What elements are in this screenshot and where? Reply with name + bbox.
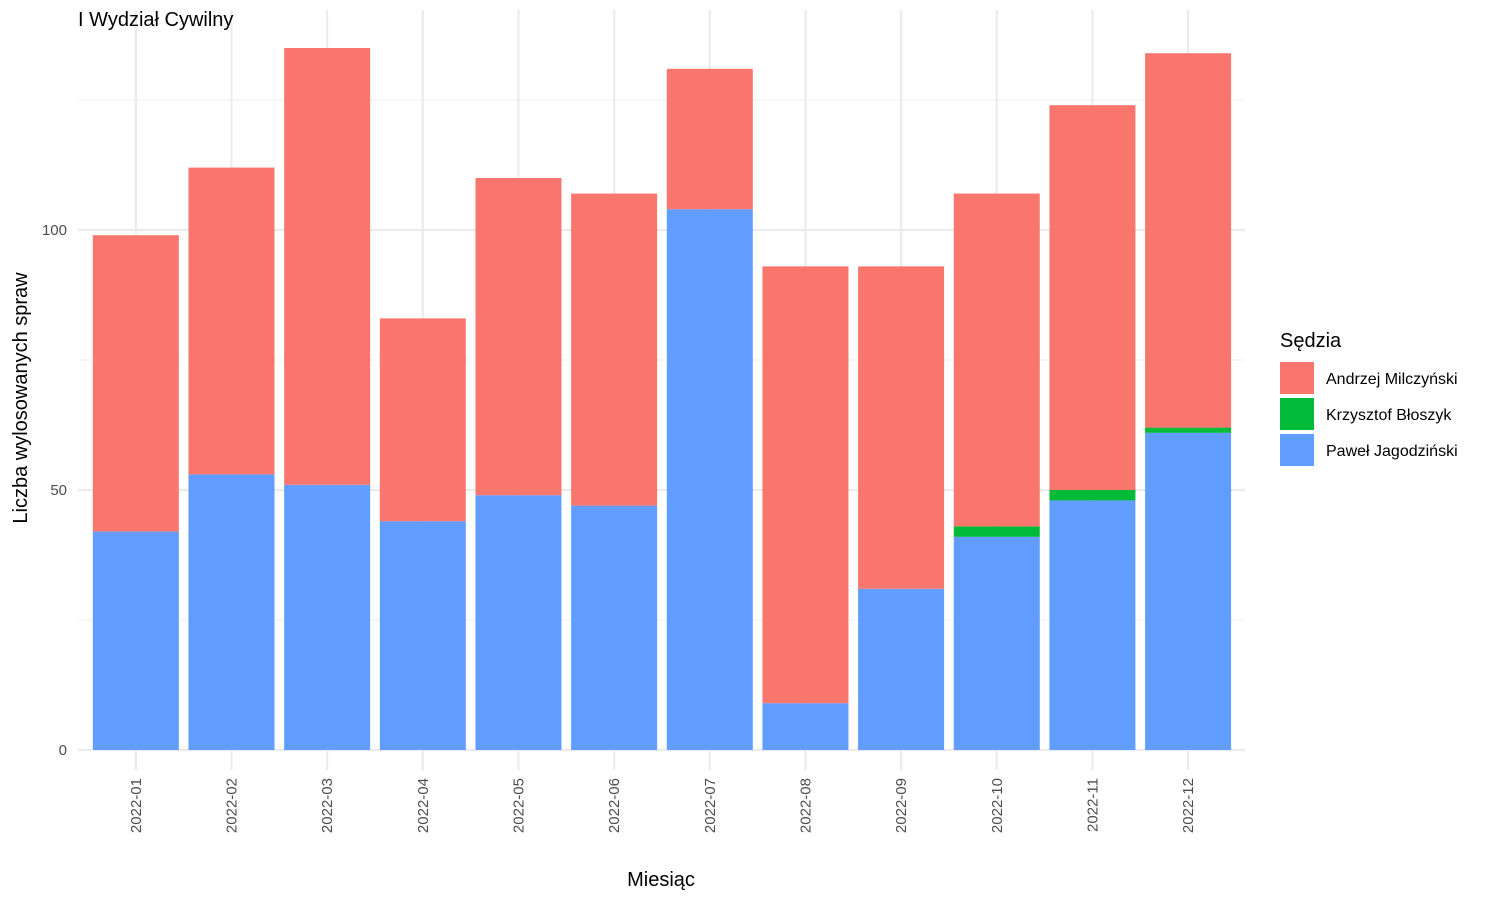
bar-2022-01-andrzej-milczynski — [92, 235, 179, 532]
bar-2022-03-pawel-jagodzinski — [284, 484, 371, 750]
bar-2022-07-andrzej-milczynski — [666, 68, 753, 210]
x-tick-label: 2022-01 — [128, 778, 145, 833]
x-tick-label: 2022-08 — [797, 778, 814, 833]
legend-key-pawel-jagodzinski — [1280, 434, 1314, 466]
x-tick-label: 2022-07 — [702, 778, 719, 833]
x-tick-label: 2022-02 — [223, 778, 240, 833]
legend-key-andrzej-milczynski — [1280, 362, 1314, 394]
bar-2022-08-pawel-jagodzinski — [762, 703, 849, 750]
bar-2022-11-krzysztof-bloszyk — [1049, 490, 1136, 501]
legend-items: Andrzej Milczyński Krzysztof Błoszyk Paweł… — [1280, 362, 1458, 466]
bar-2022-12-krzysztof-bloszyk — [1145, 427, 1232, 433]
bar-2022-12-pawel-jagodzinski — [1145, 432, 1232, 750]
bar-2022-01-pawel-jagodzinski — [92, 531, 179, 750]
x-tick-label: 2022-09 — [893, 778, 910, 833]
bar-2022-05-andrzej-milczynski — [475, 178, 562, 496]
x-tick-label: 2022-04 — [415, 778, 432, 833]
x-tick-label: 2022-11 — [1084, 778, 1101, 832]
legend-label-krzysztof-bloszyk: Krzysztof Błoszyk — [1326, 407, 1452, 424]
y-tick-label: 50 — [50, 482, 67, 499]
legend-title: Sędzia — [1280, 330, 1342, 352]
x-tick-label: 2022-10 — [989, 778, 1006, 833]
legend: Sędzia Andrzej Milczyński Krzysztof Błosz… — [1280, 330, 1458, 466]
bars — [92, 48, 1232, 750]
bar-2022-09-andrzej-milczynski — [858, 266, 945, 589]
chart-title: I Wydział Cywilny — [78, 9, 233, 31]
bar-2022-04-andrzej-milczynski — [379, 318, 466, 522]
y-axis-ticks: 0 50 100 — [42, 222, 67, 759]
bar-2022-12-andrzej-milczynski — [1145, 53, 1232, 428]
bar-2022-06-andrzej-milczynski — [571, 193, 658, 506]
bar-2022-02-andrzej-milczynski — [188, 167, 275, 475]
x-axis-title: Miesiąc — [627, 869, 695, 891]
bar-2022-11-pawel-jagodzinski — [1049, 500, 1136, 750]
bar-2022-06-pawel-jagodzinski — [571, 505, 658, 750]
bar-2022-02-pawel-jagodzinski — [188, 474, 275, 750]
x-tick-label: 2022-12 — [1180, 778, 1197, 833]
y-tick-label: 0 — [59, 742, 67, 759]
y-axis-title: Liczba wylosowanych spraw — [10, 272, 32, 524]
bar-2022-03-andrzej-milczynski — [284, 48, 371, 485]
bar-2022-04-pawel-jagodzinski — [379, 521, 466, 750]
legend-key-krzysztof-bloszyk — [1280, 398, 1314, 430]
bar-2022-07-pawel-jagodzinski — [666, 209, 753, 750]
bar-2022-10-krzysztof-bloszyk — [953, 526, 1040, 537]
legend-label-andrzej-milczynski: Andrzej Milczyński — [1326, 371, 1458, 388]
bar-2022-05-pawel-jagodzinski — [475, 495, 562, 750]
bar-2022-11-andrzej-milczynski — [1049, 105, 1136, 490]
bar-2022-09-pawel-jagodzinski — [858, 588, 945, 750]
bar-2022-10-pawel-jagodzinski — [953, 536, 1040, 750]
legend-label-pawel-jagodzinski: Paweł Jagodziński — [1326, 443, 1458, 460]
x-tick-label: 2022-03 — [319, 778, 336, 833]
x-tick-label: 2022-06 — [606, 778, 623, 833]
bar-2022-08-andrzej-milczynski — [762, 266, 849, 704]
x-axis-ticks: 2022-01 2022-02 2022-03 2022-04 2022-05 2022-… — [128, 778, 1197, 833]
y-tick-label: 100 — [42, 222, 67, 239]
x-tick-label: 2022-05 — [510, 778, 527, 833]
bar-2022-10-andrzej-milczynski — [953, 193, 1040, 527]
